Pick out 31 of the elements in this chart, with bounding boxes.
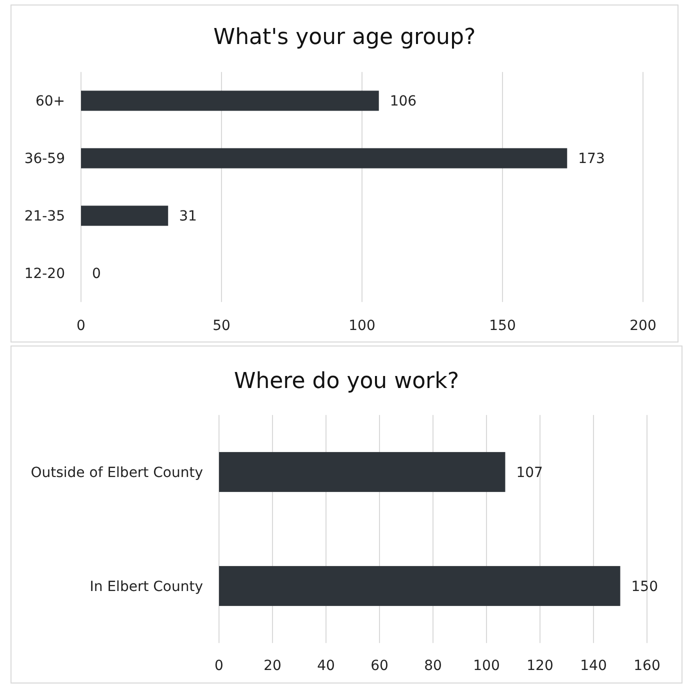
x-tick-label: 60 <box>370 658 388 674</box>
y-tick-label: 60+ <box>35 94 65 110</box>
x-tick-label: 140 <box>580 658 607 674</box>
data-label: 31 <box>179 208 197 225</box>
data-label: 150 <box>631 578 658 595</box>
y-tick-label: 12-20 <box>24 266 65 282</box>
bar <box>81 148 568 168</box>
bar <box>81 206 168 226</box>
x-tick-label: 20 <box>264 658 282 674</box>
chart-title: What's your age group? <box>213 25 476 50</box>
y-tick-label: 21-35 <box>24 208 65 225</box>
y-tick-label: In Elbert County <box>90 578 203 595</box>
x-tick-label: 120 <box>526 658 554 674</box>
data-label: 107 <box>516 464 543 481</box>
x-tick-label: 100 <box>473 658 500 674</box>
x-tick-label: 0 <box>214 658 224 674</box>
x-tick-label: 40 <box>317 658 335 674</box>
x-tick-label: 0 <box>76 318 86 334</box>
data-label: 173 <box>578 151 605 168</box>
x-tick-label: 160 <box>634 658 660 674</box>
data-label: 0 <box>92 266 101 282</box>
x-tick-label: 100 <box>348 318 376 334</box>
chart-title: Where do you work? <box>234 369 460 394</box>
y-tick-label: 36-59 <box>24 151 65 168</box>
x-tick-label: 200 <box>630 318 656 334</box>
data-label: 106 <box>390 94 417 110</box>
y-tick-label: Outside of Elbert County <box>30 464 203 481</box>
x-tick-label: 50 <box>212 318 230 334</box>
x-tick-label: 150 <box>489 318 516 334</box>
x-tick-label: 80 <box>424 658 442 674</box>
bar <box>81 90 379 111</box>
